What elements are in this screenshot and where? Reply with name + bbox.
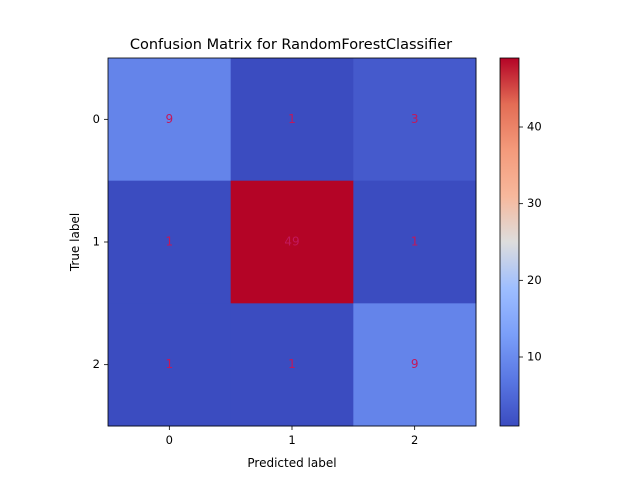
heatmap-cell (108, 303, 232, 427)
x-tick-label: 0 (166, 433, 173, 447)
y-tick-label: 1 (93, 235, 100, 249)
cell-value-label: 9 (411, 357, 419, 371)
y-axis-label: True label (68, 213, 82, 272)
y-axis: 0 1 2 (93, 112, 108, 371)
cell-value-label: 49 (284, 235, 299, 249)
heatmap-cell (108, 58, 232, 182)
heatmap-cell-labels: 9 1 3 1 49 1 1 1 9 (166, 112, 419, 371)
heatmap-cell (353, 303, 477, 427)
colorbar (499, 57, 520, 427)
colorbar-tick-label: 40 (527, 120, 542, 134)
chart-title: Confusion Matrix for RandomForestClassif… (130, 37, 452, 53)
y-tick-label: 0 (93, 112, 100, 126)
y-tick-label: 2 (93, 357, 100, 371)
cell-value-label: 1 (411, 235, 419, 249)
cell-value-label: 1 (288, 112, 296, 126)
colorbar-ticks: 10 20 30 40 (519, 120, 542, 364)
x-tick-label: 2 (411, 433, 418, 447)
heatmap-cell (230, 180, 354, 304)
heatmap-cells (108, 58, 477, 427)
cell-value-label: 1 (166, 357, 174, 371)
colorbar-tick-label: 10 (527, 350, 542, 364)
heatmap-cell (353, 180, 477, 304)
heatmap-cell (353, 58, 477, 182)
cell-value-label: 9 (166, 112, 174, 126)
cell-value-label: 1 (166, 235, 174, 249)
x-axis-label: Predicted label (247, 456, 336, 470)
cell-value-label: 3 (411, 112, 419, 126)
heatmap-cell (230, 303, 354, 427)
heatmap-cell (108, 180, 232, 304)
colorbar-tick-label: 20 (527, 273, 542, 287)
heatmap-cell (230, 58, 354, 182)
x-axis: 0 1 2 (166, 426, 418, 447)
x-tick-label: 1 (288, 433, 295, 447)
cell-value-label: 1 (288, 357, 296, 371)
colorbar-tick-label: 30 (527, 196, 542, 210)
